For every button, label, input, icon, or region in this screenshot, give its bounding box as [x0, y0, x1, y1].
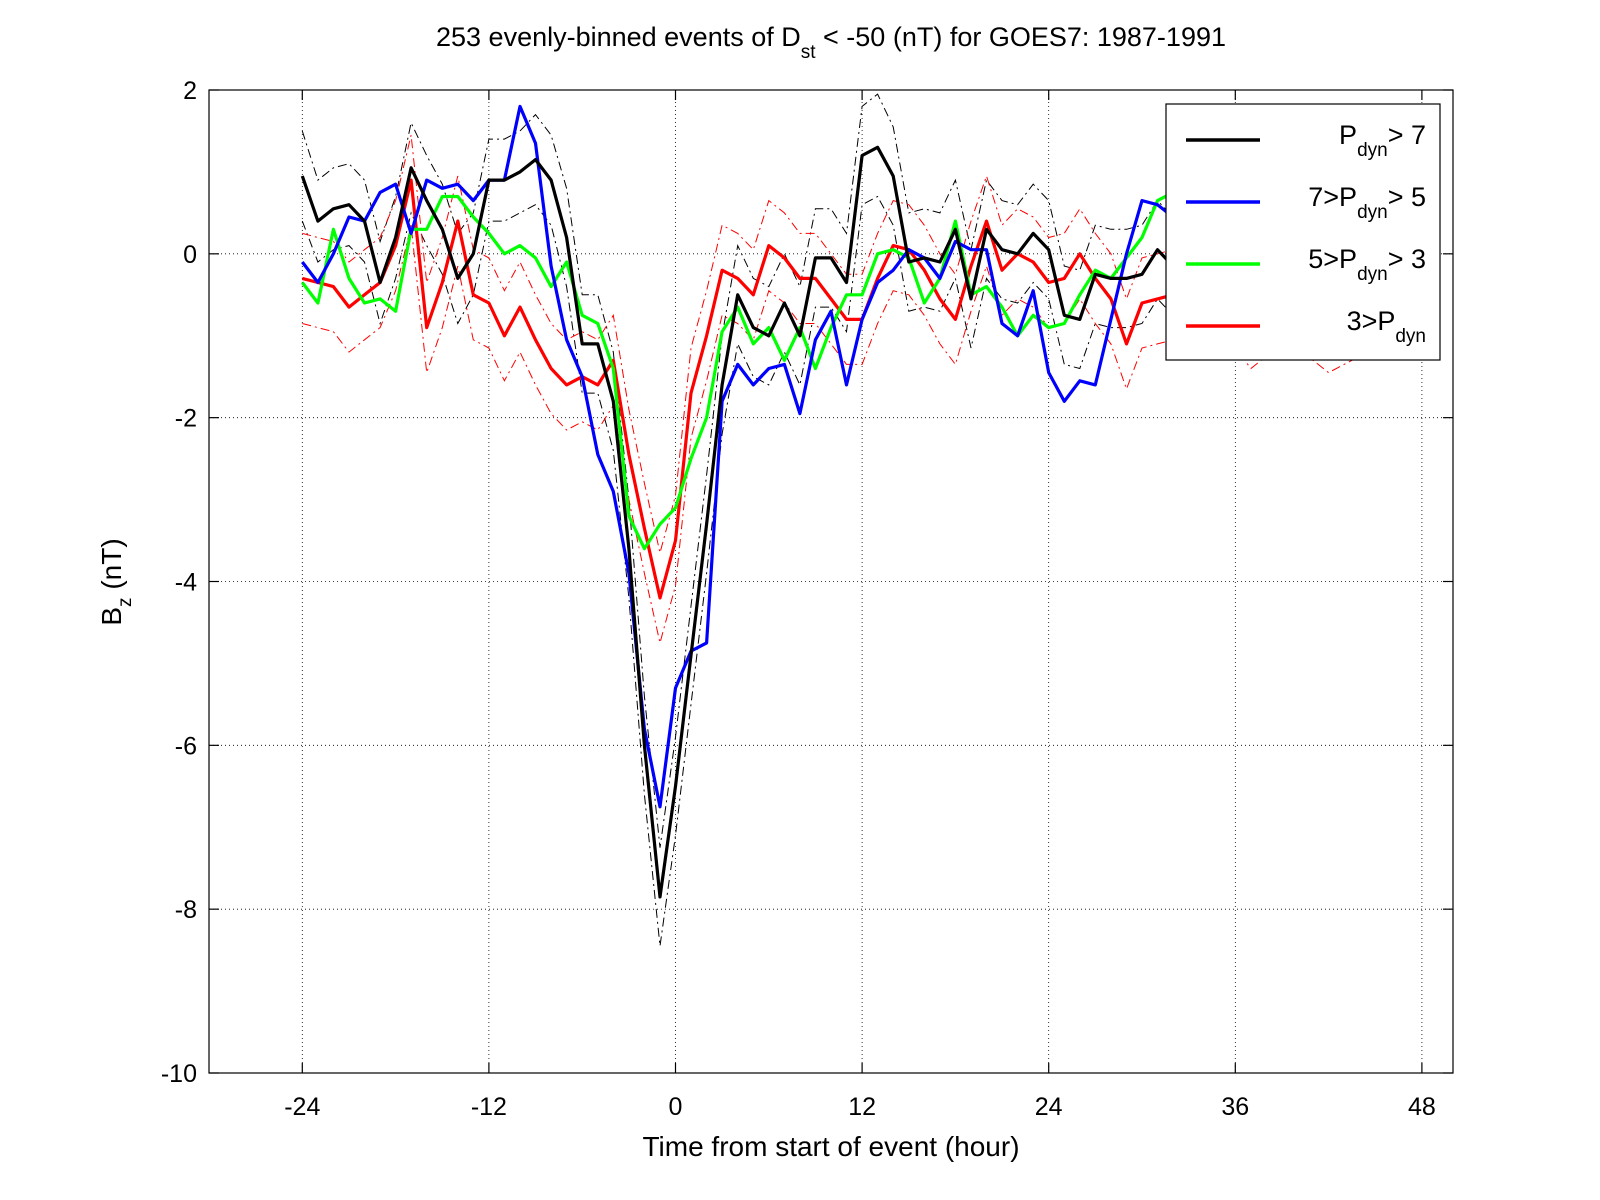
chart-title-main: 253 evenly-binned events of D	[436, 22, 801, 52]
y-axis-label: Bz (nT)	[96, 538, 136, 625]
x-tick-label: 36	[1221, 1093, 1249, 1121]
x-axis-label: Time from start of event (hour)	[642, 1131, 1019, 1162]
series-3-upper-bound	[302, 134, 1360, 553]
ticks	[209, 89, 1453, 1074]
y-axis-label-rest: (nT)	[96, 538, 127, 597]
y-tick-label: -8	[175, 896, 197, 924]
y-axis-label-sub: z	[115, 597, 136, 607]
legend-label: 5>Pdyn> 3	[1308, 244, 1426, 285]
x-tick-labels: -24 -12 0 12 24 36 48	[284, 1093, 1436, 1121]
y-tick-label: -2	[175, 405, 197, 433]
y-axis-label-main: B	[96, 607, 127, 626]
x-tick-label: 0	[669, 1093, 683, 1121]
y-tick-label: 0	[183, 241, 197, 269]
y-tick-labels: -10 -8 -6 -4 -2 0 2	[161, 77, 197, 1088]
x-tick-label: -24	[284, 1093, 320, 1121]
legend-label: 7>Pdyn> 5	[1308, 182, 1426, 223]
chart-title: 253 evenly-binned events of Dst < -50 (n…	[436, 22, 1226, 63]
legend: Pdyn> 7 7>Pdyn> 5 5>Pdyn> 3 3>Pdyn	[1165, 103, 1441, 361]
plot-frame	[208, 89, 1454, 1074]
x-tick-label: -12	[471, 1093, 507, 1121]
legend-label: Pdyn> 7	[1339, 120, 1426, 161]
y-tick-label: 2	[183, 77, 197, 105]
legend-box	[1165, 103, 1441, 361]
x-tick-label: 24	[1035, 1093, 1063, 1121]
x-tick-label: 12	[848, 1093, 876, 1121]
series-0-lower-bound	[301, 195, 1360, 947]
y-tick-label: -10	[161, 1060, 197, 1088]
x-tick-label: 48	[1408, 1093, 1436, 1121]
y-tick-label: -4	[175, 569, 197, 597]
legend-label: 3>Pdyn	[1347, 306, 1426, 347]
series-3-lower-bound	[302, 225, 1360, 644]
chart-title-rest: < -50 (nT) for GOES7: 1987-1991	[816, 22, 1226, 52]
y-tick-label: -6	[175, 732, 197, 760]
chart-title-sub: st	[801, 42, 817, 63]
